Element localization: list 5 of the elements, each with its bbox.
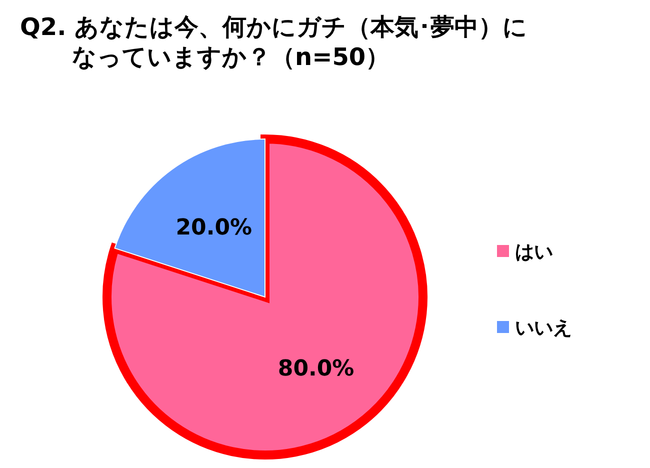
- legend-label: はい: [515, 241, 553, 263]
- chart-title: Q2. あなたは今、何かにガチ（本気･夢中）になっていますか？（n=50）: [20, 12, 529, 72]
- data-label: 80.0%: [278, 356, 354, 382]
- data-label: 20.0%: [176, 216, 252, 241]
- legend-label: いいえ: [515, 317, 572, 339]
